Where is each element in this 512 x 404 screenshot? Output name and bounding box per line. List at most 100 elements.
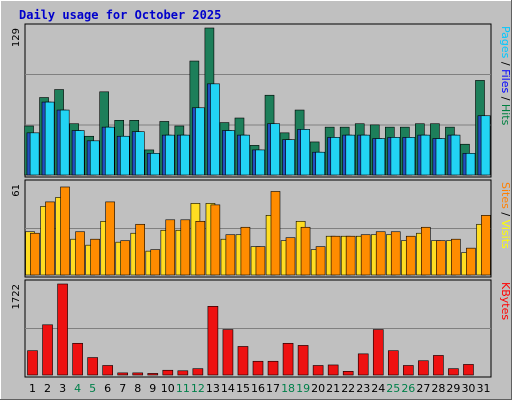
bar-visits-sites-sites-30 — [466, 247, 476, 276]
bar-kbytes-kbytes-15 — [237, 346, 249, 376]
bar-kbytes-kbytes-5 — [87, 357, 98, 376]
bar-kbytes-kbytes-16 — [252, 360, 264, 376]
bar-kbytes-kbytes-17 — [267, 360, 279, 376]
x-tick-label-15: 15 — [236, 382, 250, 395]
panel-hits-pages-files-legend-part-0: Pages — [499, 26, 512, 59]
x-tick-label-28: 28 — [431, 382, 445, 395]
bar-hits-pages-files-pages-11 — [180, 134, 190, 176]
bar-kbytes-kbytes-10 — [162, 369, 174, 376]
bar-kbytes-kbytes-22 — [342, 371, 354, 376]
x-tick-label-20: 20 — [311, 382, 325, 395]
panel-visits-sites: 61 Sites / Visits — [11, 179, 512, 278]
bar-kbytes-kbytes-13 — [207, 306, 219, 376]
panel-hits-pages-files-legend-label: Pages / Files / Hits — [499, 26, 512, 126]
x-tick-label-24: 24 — [371, 382, 385, 395]
bar-hits-pages-files-pages-9 — [150, 153, 160, 176]
bar-visits-sites-sites-23 — [360, 234, 371, 276]
x-tick-label-21: 21 — [326, 382, 340, 395]
bar-visits-sites-sites-9 — [150, 249, 161, 276]
bar-kbytes-kbytes-24 — [372, 329, 384, 376]
panel-hits-pages-files: 129 Pages / Files / Hits — [11, 23, 512, 178]
x-tick-label-2: 2 — [44, 382, 51, 395]
bar-visits-sites-sites-28 — [436, 240, 446, 276]
bar-hits-pages-files-pages-1 — [29, 132, 40, 176]
bar-visits-sites-sites-27 — [421, 226, 431, 276]
bar-kbytes-kbytes-4 — [72, 342, 83, 376]
x-tick-label-16: 16 — [251, 382, 265, 395]
x-tick-label-30: 30 — [461, 382, 475, 395]
bar-visits-sites-sites-26 — [405, 235, 416, 276]
bar-hits-pages-files-pages-26 — [405, 137, 416, 176]
panel-hits-pages-files-ymax-label: 129 — [11, 28, 22, 47]
bar-visits-sites-sites-7 — [120, 240, 130, 276]
bar-hits-pages-files-pages-16 — [255, 149, 265, 176]
bar-kbytes-kbytes-6 — [102, 365, 113, 376]
bar-visits-sites-sites-21 — [330, 235, 341, 276]
panel-hits-pages-files-legend-part-1: / — [499, 58, 512, 69]
panel-kbytes-ymax-label: 1722 — [11, 284, 22, 309]
bar-hits-pages-files-pages-21 — [330, 137, 341, 176]
panel-visits-sites-legend-part-1: / — [499, 209, 512, 220]
bar-hits-pages-files-pages-7 — [120, 135, 130, 176]
bar-visits-sites-sites-5 — [90, 238, 100, 276]
x-tick-label-8: 8 — [134, 382, 141, 395]
bar-hits-pages-files-pages-22 — [345, 134, 356, 176]
panel-kbytes: 1722 KBytes — [11, 279, 512, 378]
bar-visits-sites-sites-2 — [45, 201, 55, 276]
bar-kbytes-kbytes-25 — [387, 350, 399, 376]
bar-kbytes-kbytes-21 — [327, 364, 339, 376]
bar-kbytes-kbytes-20 — [312, 365, 324, 376]
bar-hits-pages-files-pages-13 — [210, 83, 220, 176]
bar-kbytes-kbytes-14 — [222, 329, 234, 376]
bar-visits-sites-sites-10 — [165, 219, 176, 276]
bar-hits-pages-files-pages-2 — [44, 101, 55, 176]
panel-hits-pages-files-legend-part-3: / — [499, 93, 512, 104]
bar-hits-pages-files-pages-24 — [375, 138, 386, 176]
bar-kbytes-kbytes-29 — [448, 368, 459, 376]
x-tick-label-25: 25 — [386, 382, 400, 395]
bar-hits-pages-files-pages-12 — [195, 107, 205, 176]
bar-hits-pages-files-pages-14 — [225, 130, 235, 176]
panel-kbytes-legend-part-0: KBytes — [499, 282, 512, 320]
bar-visits-sites-sites-16 — [255, 246, 266, 276]
x-tick-label-17: 17 — [266, 382, 280, 395]
bar-hits-pages-files-pages-4 — [74, 130, 85, 176]
bar-visits-sites-sites-19 — [300, 226, 311, 276]
x-axis-day-labels: 1 2 3 4 5 6 7 8 9 10 11 12 13 14 15 16 17 18 19 20 21 22 23 24 2… — [29, 382, 490, 395]
x-tick-label-7: 7 — [119, 382, 126, 395]
bar-visits-sites-sites-11 — [180, 219, 191, 276]
bar-hits-pages-files-pages-18 — [285, 139, 295, 176]
chart-panels: 129 Pages / Files / Hits 61 Sites / Visits 1… — [11, 23, 512, 378]
x-tick-label-12: 12 — [191, 382, 205, 395]
bar-kbytes-kbytes-9 — [147, 373, 159, 376]
x-tick-label-18: 18 — [281, 382, 295, 395]
x-tick-label-4: 4 — [74, 382, 81, 395]
chart-title: Daily usage for October 2025 — [19, 8, 221, 22]
bar-visits-sites-sites-13 — [210, 204, 221, 276]
bar-hits-pages-files-pages-20 — [315, 151, 326, 176]
x-tick-label-11: 11 — [176, 382, 190, 395]
x-tick-label-13: 13 — [206, 382, 220, 395]
x-tick-label-14: 14 — [221, 382, 235, 395]
bar-hits-pages-files-pages-27 — [420, 134, 431, 176]
bar-kbytes-kbytes-18 — [282, 342, 294, 376]
bar-kbytes-kbytes-2 — [42, 324, 53, 376]
bar-visits-sites-sites-17 — [270, 191, 281, 276]
bar-hits-pages-files-pages-30 — [465, 153, 476, 176]
bar-visits-sites-sites-25 — [390, 231, 401, 276]
bar-visits-sites-sites-12 — [195, 220, 206, 276]
bar-visits-sites-sites-6 — [105, 201, 115, 276]
x-tick-label-29: 29 — [446, 382, 460, 395]
panel-visits-sites-legend-part-0: Sites — [499, 182, 512, 209]
bar-kbytes-kbytes-28 — [433, 355, 444, 376]
bar-visits-sites-sites-8 — [135, 223, 145, 276]
x-tick-label-22: 22 — [341, 382, 355, 395]
bar-hits-pages-files-pages-10 — [165, 134, 175, 176]
bar-visits-sites-sites-18 — [285, 237, 296, 276]
bar-kbytes-kbytes-19 — [297, 345, 309, 376]
panel-visits-sites-ymax-label: 61 — [11, 184, 22, 197]
bar-kbytes-kbytes-30 — [463, 364, 474, 376]
bar-visits-sites-sites-31 — [481, 215, 491, 276]
bar-visits-sites-sites-29 — [451, 238, 461, 276]
